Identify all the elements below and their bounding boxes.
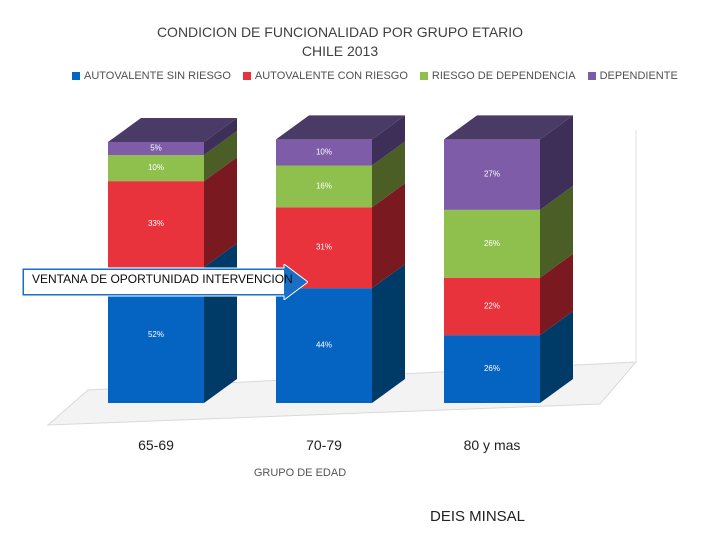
bar-side-2-0 (540, 311, 573, 403)
bar-side-2-1 (540, 253, 573, 336)
bar-segment-2-3 (444, 139, 540, 210)
legend-label: RIESGO DE DEPENDENCIA (431, 70, 576, 82)
bar-side-2-2 (540, 185, 573, 278)
legend-item-2: RIESGO DE DEPENDENCIA (419, 70, 576, 82)
legend-swatch (72, 72, 80, 80)
legend-item-0: AUTOVALENTE SIN RIESGO (72, 70, 231, 82)
bar-side-1-0 (372, 264, 405, 403)
bar-segment-1-3 (276, 139, 372, 166)
bar-segment-1-0 (276, 288, 372, 403)
data-label-2-3: 27% (484, 170, 500, 179)
bar-segment-0-1 (108, 181, 204, 268)
x-tick-label-2: 80 y mas (463, 437, 521, 453)
legend-swatch (242, 72, 251, 80)
data-label-2-1: 22% (484, 301, 500, 310)
bar-side-0-3 (204, 118, 237, 156)
legend-item-1: AUTOVALENTE CON RIESGO (242, 70, 408, 82)
data-label-2-0: 26% (484, 364, 500, 373)
chart-subtitle: CHILE 2013 (301, 43, 379, 59)
bar-segment-1-2 (276, 165, 372, 208)
x-tick-label-0: 65-69 (138, 437, 174, 453)
data-label-0-0: 52% (148, 330, 164, 339)
bar-top-2 (444, 115, 573, 140)
bar-top-0 (108, 118, 237, 142)
bar-side-0-2 (204, 131, 237, 182)
data-label-1-3: 10% (316, 147, 332, 156)
data-label-1-0: 44% (316, 341, 332, 350)
banner-text: VENTANA DE OPORTUNIDAD INTERVENCION (32, 272, 293, 286)
opportunity-window-banner: VENTANA DE OPORTUNIDAD INTERVENCION (21, 263, 309, 301)
data-label-0-2: 10% (148, 163, 164, 172)
data-label-1-1: 31% (316, 243, 332, 252)
legend-swatch (419, 72, 428, 80)
data-label-1-2: 16% (316, 181, 332, 190)
legend-swatch (587, 72, 596, 80)
source-label: DEIS MINSAL (430, 508, 526, 525)
bar-segment-2-2 (444, 209, 540, 278)
bar-side-1-1 (372, 183, 405, 289)
bar-segment-0-2 (108, 155, 204, 182)
chart-legend: AUTOVALENTE SIN RIESGO AUTOVALENTE CON RI… (72, 70, 686, 82)
legend-label: AUTOVALENTE SIN RIESGO (84, 70, 231, 82)
legend-label: DEPENDIENTE (599, 70, 678, 82)
x-tick-label-1: 70-79 (306, 437, 342, 453)
chart-title: CONDICION DE FUNCIONALIDAD POR GRUPO ETA… (156, 24, 524, 40)
banner-arrow-shape (21, 263, 309, 301)
bar-side-1-2 (372, 141, 405, 208)
bar-segment-0-3 (108, 142, 204, 156)
data-label-0-3: 5% (150, 144, 162, 153)
bar-segment-2-0 (444, 335, 540, 403)
bar-top-1 (276, 115, 405, 140)
bar-segment-2-1 (444, 277, 540, 336)
data-label-2-2: 26% (484, 239, 500, 248)
legend-label: AUTOVALENTE CON RIESGO (254, 70, 408, 82)
bar-side-0-1 (204, 157, 237, 268)
bar-side-1-3 (372, 115, 405, 166)
x-axis-title: GRUPO DE EDAD (253, 467, 347, 479)
data-label-0-1: 33% (148, 219, 164, 228)
bar-side-2-3 (540, 115, 573, 210)
legend-item-3: DEPENDIENTE (587, 70, 678, 82)
